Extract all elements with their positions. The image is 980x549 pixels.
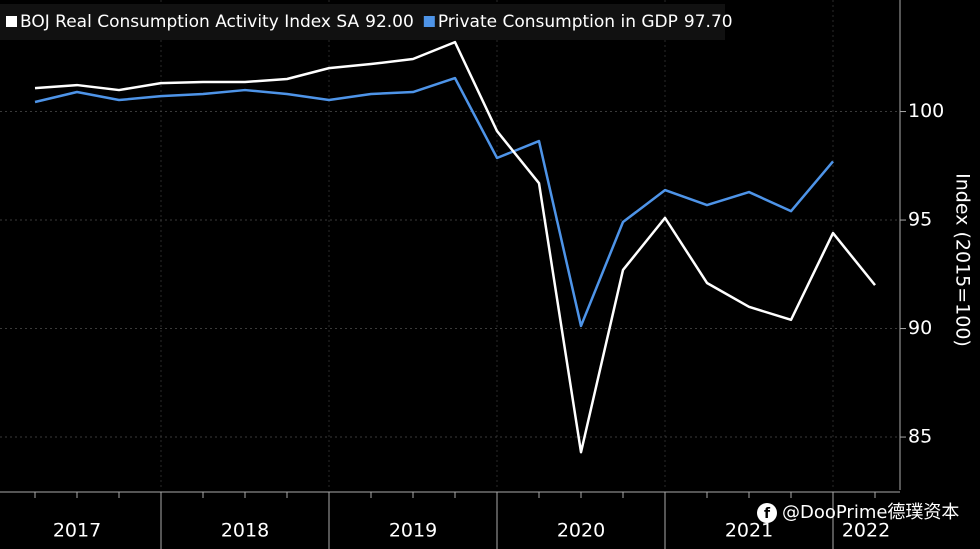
legend-background (0, 4, 725, 40)
legend-swatch (423, 16, 435, 27)
x-tick-label: 2020 (557, 520, 605, 542)
y-tick-label: 90 (908, 317, 932, 339)
watermark-icon-letter: f (764, 506, 771, 522)
legend-value: 97.70 (684, 12, 733, 32)
legend: BOJ Real Consumption Activity Index SA 92… (0, 4, 733, 40)
legend-swatch (6, 16, 17, 27)
watermark-icon (757, 503, 777, 523)
y-tick-label: 100 (908, 100, 944, 122)
watermark-text: @DooPrime德璞资本 (782, 502, 959, 523)
x-tick-label: 2022 (842, 520, 890, 542)
y-axis-title: Index (2015=100) (952, 173, 974, 347)
legend-label: BOJ Real Consumption Activity Index SA 92… (20, 12, 414, 32)
series-line (34, 40, 876, 454)
x-tick-label: 2019 (389, 520, 437, 542)
x-tick-label: 2017 (53, 520, 101, 542)
y-tick-label: 95 (908, 209, 932, 231)
x-tick-label: 2018 (221, 520, 269, 542)
watermark: f @DooPrime德璞资本 (757, 502, 959, 523)
legend-label: Private Consumption in GDP 97.70 (438, 12, 733, 32)
legend-name: BOJ Real Consumption Activity Index SA (20, 12, 359, 32)
y-tick-label: 85 (908, 426, 932, 448)
series-line (34, 76, 834, 328)
legend-name: Private Consumption in GDP (438, 12, 678, 32)
legend-value: 92.00 (365, 12, 414, 32)
x-tick-label: 2021 (725, 520, 773, 542)
